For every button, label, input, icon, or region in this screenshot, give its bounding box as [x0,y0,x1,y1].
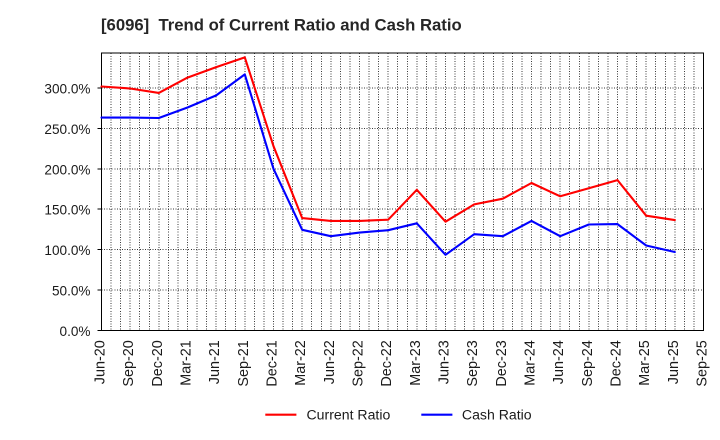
svg-text:Cash Ratio: Cash Ratio [462,407,532,423]
svg-text:Mar-22: Mar-22 [293,340,309,386]
svg-text:Mar-23: Mar-23 [408,340,424,386]
svg-text:Sep-20: Sep-20 [121,340,137,386]
svg-text:Sep-25: Sep-25 [695,340,711,386]
svg-text:Jun-25: Jun-25 [666,340,682,384]
svg-text:300.0%: 300.0% [44,82,90,97]
svg-text:Mar-21: Mar-21 [179,340,195,386]
svg-text:Sep-22: Sep-22 [351,340,367,386]
svg-text:Sep-21: Sep-21 [236,340,252,386]
svg-text:200.0%: 200.0% [44,162,90,177]
svg-text:Jun-22: Jun-22 [322,340,338,384]
svg-text:Mar-25: Mar-25 [637,340,653,386]
svg-text:Sep-24: Sep-24 [580,340,596,386]
svg-text:100.0%: 100.0% [44,243,90,258]
svg-text:Dec-22: Dec-22 [379,340,395,386]
svg-text:Jun-23: Jun-23 [437,340,453,384]
svg-text:50.0%: 50.0% [52,283,91,298]
svg-text:Dec-21: Dec-21 [265,340,281,386]
svg-text:150.0%: 150.0% [44,203,90,218]
svg-text:Dec-23: Dec-23 [494,340,510,386]
svg-text:250.0%: 250.0% [44,122,90,137]
svg-text:Sep-23: Sep-23 [465,340,481,386]
svg-text:0.0%: 0.0% [60,324,91,339]
svg-text:Jun-20: Jun-20 [93,340,109,384]
svg-text:Dec-24: Dec-24 [609,340,625,386]
svg-text:[6096] Trend of Current Ratio: [6096] Trend of Current Ratio and Cash R… [101,16,462,35]
svg-text:Mar-24: Mar-24 [523,340,539,386]
svg-text:Jun-24: Jun-24 [551,340,567,384]
svg-text:Jun-21: Jun-21 [207,340,223,384]
svg-text:Current Ratio: Current Ratio [307,407,391,423]
svg-text:Dec-20: Dec-20 [150,340,166,386]
